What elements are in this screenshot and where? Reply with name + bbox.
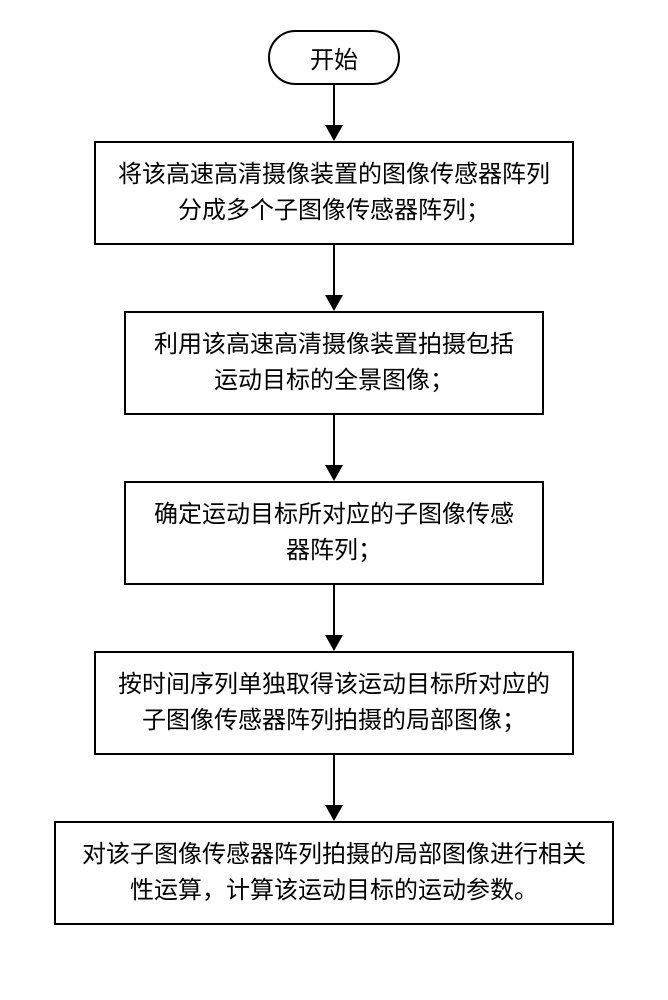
step3-node: 确定运动目标所对应的子图像传感器阵列； [124, 481, 544, 585]
step5-label: 对该子图像传感器阵列拍摄的局部图像进行相关性运算，计算该运动目标的运动参数。 [82, 842, 586, 904]
step5-node: 对该子图像传感器阵列拍摄的局部图像进行相关性运算，计算该运动目标的运动参数。 [54, 821, 614, 925]
step4-node: 按时间序列单独取得该运动目标所对应的子图像传感器阵列拍摄的局部图像； [94, 651, 574, 755]
step4-label: 按时间序列单独取得该运动目标所对应的子图像传感器阵列拍摄的局部图像； [118, 672, 550, 734]
arrow-line [333, 85, 335, 125]
arrow-1 [325, 85, 343, 141]
arrow-head [325, 635, 343, 651]
arrow-line [333, 415, 335, 465]
arrow-4 [325, 585, 343, 651]
step1-node: 将该高速高清摄像装置的图像传感器阵列分成多个子图像传感器阵列； [94, 141, 574, 245]
arrow-head [325, 805, 343, 821]
step2-node: 利用该高速高清摄像装置拍摄包括运动目标的全景图像； [124, 311, 544, 415]
arrow-3 [325, 415, 343, 481]
arrow-head [325, 295, 343, 311]
step2-label: 利用该高速高清摄像装置拍摄包括运动目标的全景图像； [154, 332, 514, 394]
start-node: 开始 [268, 30, 400, 85]
arrow-head [325, 125, 343, 141]
arrow-head [325, 465, 343, 481]
step3-label: 确定运动目标所对应的子图像传感器阵列； [154, 502, 514, 564]
arrow-2 [325, 245, 343, 311]
arrow-line [333, 245, 335, 295]
start-label: 开始 [310, 48, 358, 74]
step1-label: 将该高速高清摄像装置的图像传感器阵列分成多个子图像传感器阵列； [118, 162, 550, 224]
arrow-5 [325, 755, 343, 821]
arrow-line [333, 585, 335, 635]
arrow-line [333, 755, 335, 805]
